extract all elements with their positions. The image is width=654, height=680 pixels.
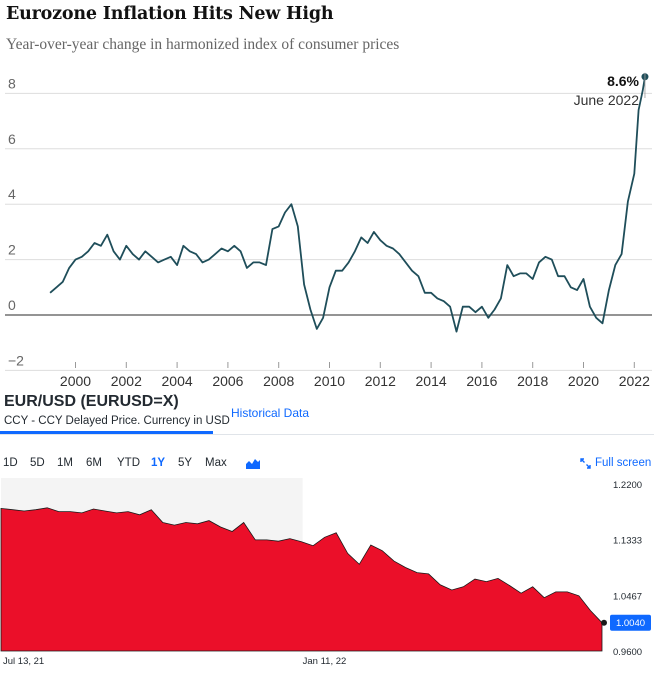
historical-data-link[interactable]: Historical Data [231,406,310,420]
y-axis-label: 0.9600 [613,647,642,658]
x-tick-label: 2008 [263,373,294,389]
y-tick-label: 2 [8,242,16,258]
x-tick-label: 2010 [314,373,345,389]
range-button-5d[interactable]: 5D [30,457,45,469]
x-tick-label: 2018 [517,373,548,389]
full-screen-button[interactable]: Full screen [580,457,651,469]
last-price-badge [610,614,651,631]
last-price-label: 1.0040 [616,618,645,629]
inflation-series-line [49,76,646,333]
x-tick-label: 2006 [212,373,243,389]
x-axis-label: Jul 13, 21 [3,656,44,667]
x-tick-label: 2020 [568,373,599,389]
x-axis-label: Jan 11, 22 [303,656,347,667]
x-tick-label: 2000 [60,373,91,389]
annotation-date: June 2022 [574,92,640,108]
fx-price-chart[interactable]: 1.2200 1.1333 1.0467 0.9600 Jul 13, 21 Jan 11… [0,472,654,672]
y-tick-label: −2 [8,352,24,368]
range-button-1y[interactable]: 1Y [151,457,166,469]
y-tick-label: 0 [8,297,16,313]
x-tick-label: 2004 [162,373,193,389]
y-axis-label: 1.1333 [613,536,642,547]
range-button-6m[interactable]: 6M [86,457,102,469]
expand-icon [580,457,591,469]
annotation-value: 8.6% [607,73,639,89]
x-tick-label: 2002 [111,373,142,389]
fx-quote-subtitle: CCY - CCY Delayed Price. Currency in USD [4,415,230,427]
range-button-1m[interactable]: 1M [57,457,73,469]
range-button-max[interactable]: Max [205,457,227,469]
y-axis-label: 1.0467 [613,591,642,602]
x-tick-label: 2016 [466,373,497,389]
last-price-point [601,619,607,626]
y-tick-label: 8 [8,75,16,91]
range-button-5y[interactable]: 5Y [178,457,193,469]
x-tick-label: 2014 [416,373,447,389]
price-area [0,507,603,652]
area-chart-icon[interactable] [246,457,260,469]
x-tick-label: 2022 [619,373,650,389]
y-tick-label: 6 [8,131,16,147]
y-axis-label: 1.2200 [613,480,642,491]
y-tick-label: 4 [8,186,16,202]
full-screen-label: Full screen [595,457,652,469]
inflation-chart-subtitle: Year-over-year change in harmonized inde… [6,36,400,53]
tab-divider [0,434,654,435]
inflation-chart-title: Eurozone Inflation Hits New High [6,4,334,24]
fx-quote-title: EUR/USD (EURUSD=X) [4,393,179,410]
active-tab-indicator [0,431,213,434]
range-button-ytd[interactable]: YTD [117,457,140,469]
range-button-1d[interactable]: 1D [3,457,18,469]
inflation-chart: −202468+10%20002002200420062008201020122… [5,72,652,389]
x-tick-label: 2012 [365,373,396,389]
